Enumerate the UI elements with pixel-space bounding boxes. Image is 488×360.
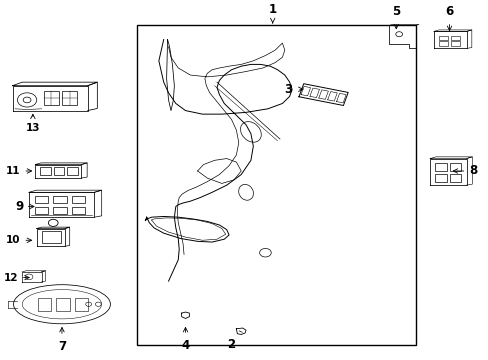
Text: 6: 6 — [445, 5, 453, 18]
Bar — [434, 163, 446, 171]
Bar — [44, 91, 59, 105]
Bar — [67, 167, 78, 175]
Bar — [72, 207, 85, 213]
Bar — [137, 25, 415, 345]
Bar — [74, 298, 88, 311]
Bar — [438, 41, 447, 46]
Bar — [450, 36, 459, 40]
Bar — [53, 196, 67, 203]
Bar — [62, 91, 77, 105]
Bar — [56, 298, 70, 311]
Bar — [35, 196, 48, 203]
Bar — [448, 174, 460, 182]
Bar — [438, 36, 447, 40]
Bar — [448, 163, 460, 171]
Text: 11: 11 — [6, 166, 20, 176]
Text: 7: 7 — [58, 340, 66, 353]
Bar — [40, 167, 51, 175]
Text: 1: 1 — [268, 4, 276, 17]
Text: 4: 4 — [181, 339, 189, 352]
Text: 2: 2 — [227, 338, 235, 351]
Bar — [35, 207, 48, 213]
Bar — [434, 174, 446, 182]
Text: 13: 13 — [25, 123, 40, 133]
Bar — [72, 196, 85, 203]
Bar — [54, 167, 64, 175]
Text: 3: 3 — [284, 83, 291, 96]
Text: 12: 12 — [4, 273, 19, 283]
Bar — [450, 41, 459, 46]
Text: 10: 10 — [6, 235, 20, 245]
Bar — [53, 207, 67, 213]
Bar — [41, 231, 61, 243]
Text: 5: 5 — [391, 5, 400, 18]
Bar — [38, 298, 51, 311]
Text: 8: 8 — [468, 165, 476, 177]
Text: 9: 9 — [15, 200, 23, 213]
